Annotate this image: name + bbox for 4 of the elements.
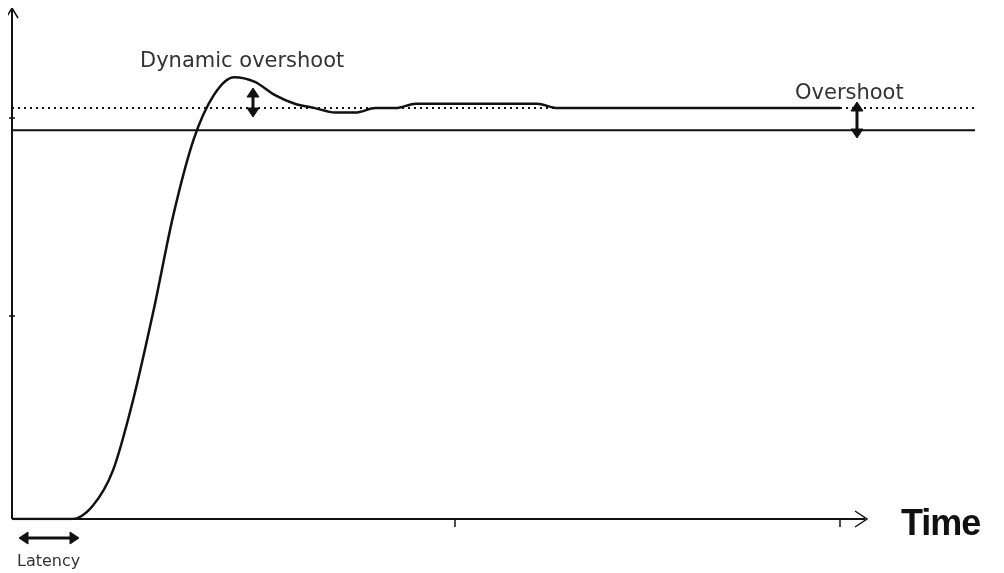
annotation: Overshoot	[795, 80, 904, 104]
x-axis-title: Time	[901, 502, 981, 544]
text: Dynamic overshoot	[140, 48, 345, 72]
text: Latency	[17, 551, 81, 570]
